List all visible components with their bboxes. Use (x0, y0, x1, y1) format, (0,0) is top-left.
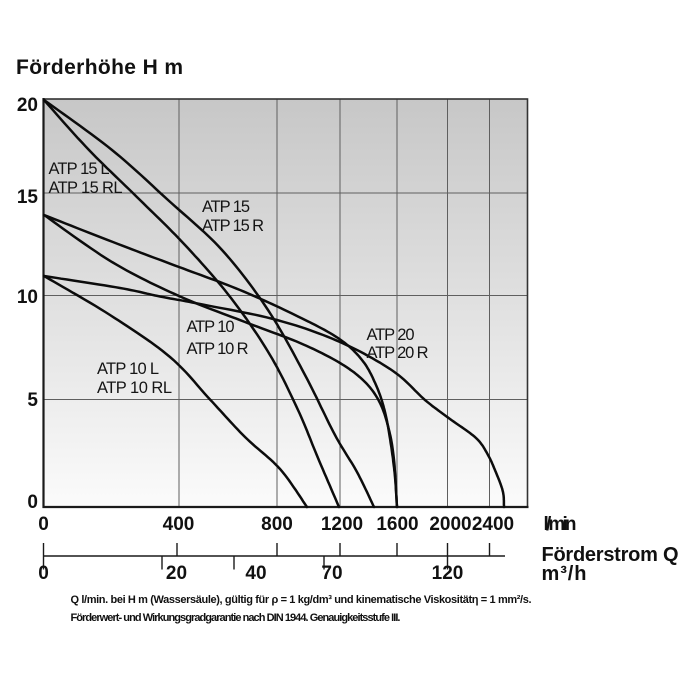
svg-text:5: 5 (27, 390, 38, 411)
svg-text:m³/h: m³/h (542, 563, 587, 585)
svg-text:ATP 15 L: ATP 15 L (49, 160, 110, 178)
svg-text:15: 15 (17, 187, 39, 208)
svg-text:40: 40 (245, 563, 266, 584)
svg-text:ATP 10: ATP 10 (187, 318, 235, 336)
svg-text:ATP 15: ATP 15 (202, 198, 250, 216)
svg-text:ATP 10 R: ATP 10 R (187, 340, 249, 358)
svg-text:20: 20 (17, 95, 38, 116)
svg-text:Förderhöhe H m: Förderhöhe H m (16, 56, 183, 79)
svg-text:0: 0 (27, 492, 38, 513)
svg-text:120: 120 (432, 563, 464, 584)
svg-text:ATP 15 R: ATP 15 R (202, 217, 264, 235)
svg-text:Q l/min. bei H m (Wassersäule): Q l/min. bei H m (Wassersäule), gültig f… (71, 594, 532, 606)
svg-text:Förderwert- und Wirkungsgradga: Förderwert- und Wirkungsgradgarantie nac… (71, 612, 401, 624)
svg-text:400: 400 (163, 514, 195, 535)
svg-text:800: 800 (261, 514, 293, 535)
svg-text:ATP 10 RL: ATP 10 RL (97, 379, 172, 397)
svg-text:ATP 20 R: ATP 20 R (367, 344, 429, 362)
svg-text:2400: 2400 (472, 514, 514, 535)
svg-text:1200: 1200 (321, 514, 363, 535)
svg-text:0: 0 (38, 563, 49, 584)
svg-text:20: 20 (166, 563, 187, 584)
svg-text:ATP 10 L: ATP 10 L (97, 360, 159, 378)
svg-text:2000: 2000 (429, 514, 471, 535)
svg-text:1600: 1600 (376, 514, 418, 535)
svg-text:70: 70 (321, 563, 342, 584)
svg-text:ATP 20: ATP 20 (367, 326, 415, 344)
svg-text:0: 0 (38, 514, 49, 535)
svg-text:Förderstrom Q: Förderstrom Q (542, 544, 679, 566)
svg-text:ATP 15 RL: ATP 15 RL (49, 179, 123, 197)
svg-text:l/min: l/min (544, 514, 577, 535)
svg-text:10: 10 (17, 287, 38, 308)
